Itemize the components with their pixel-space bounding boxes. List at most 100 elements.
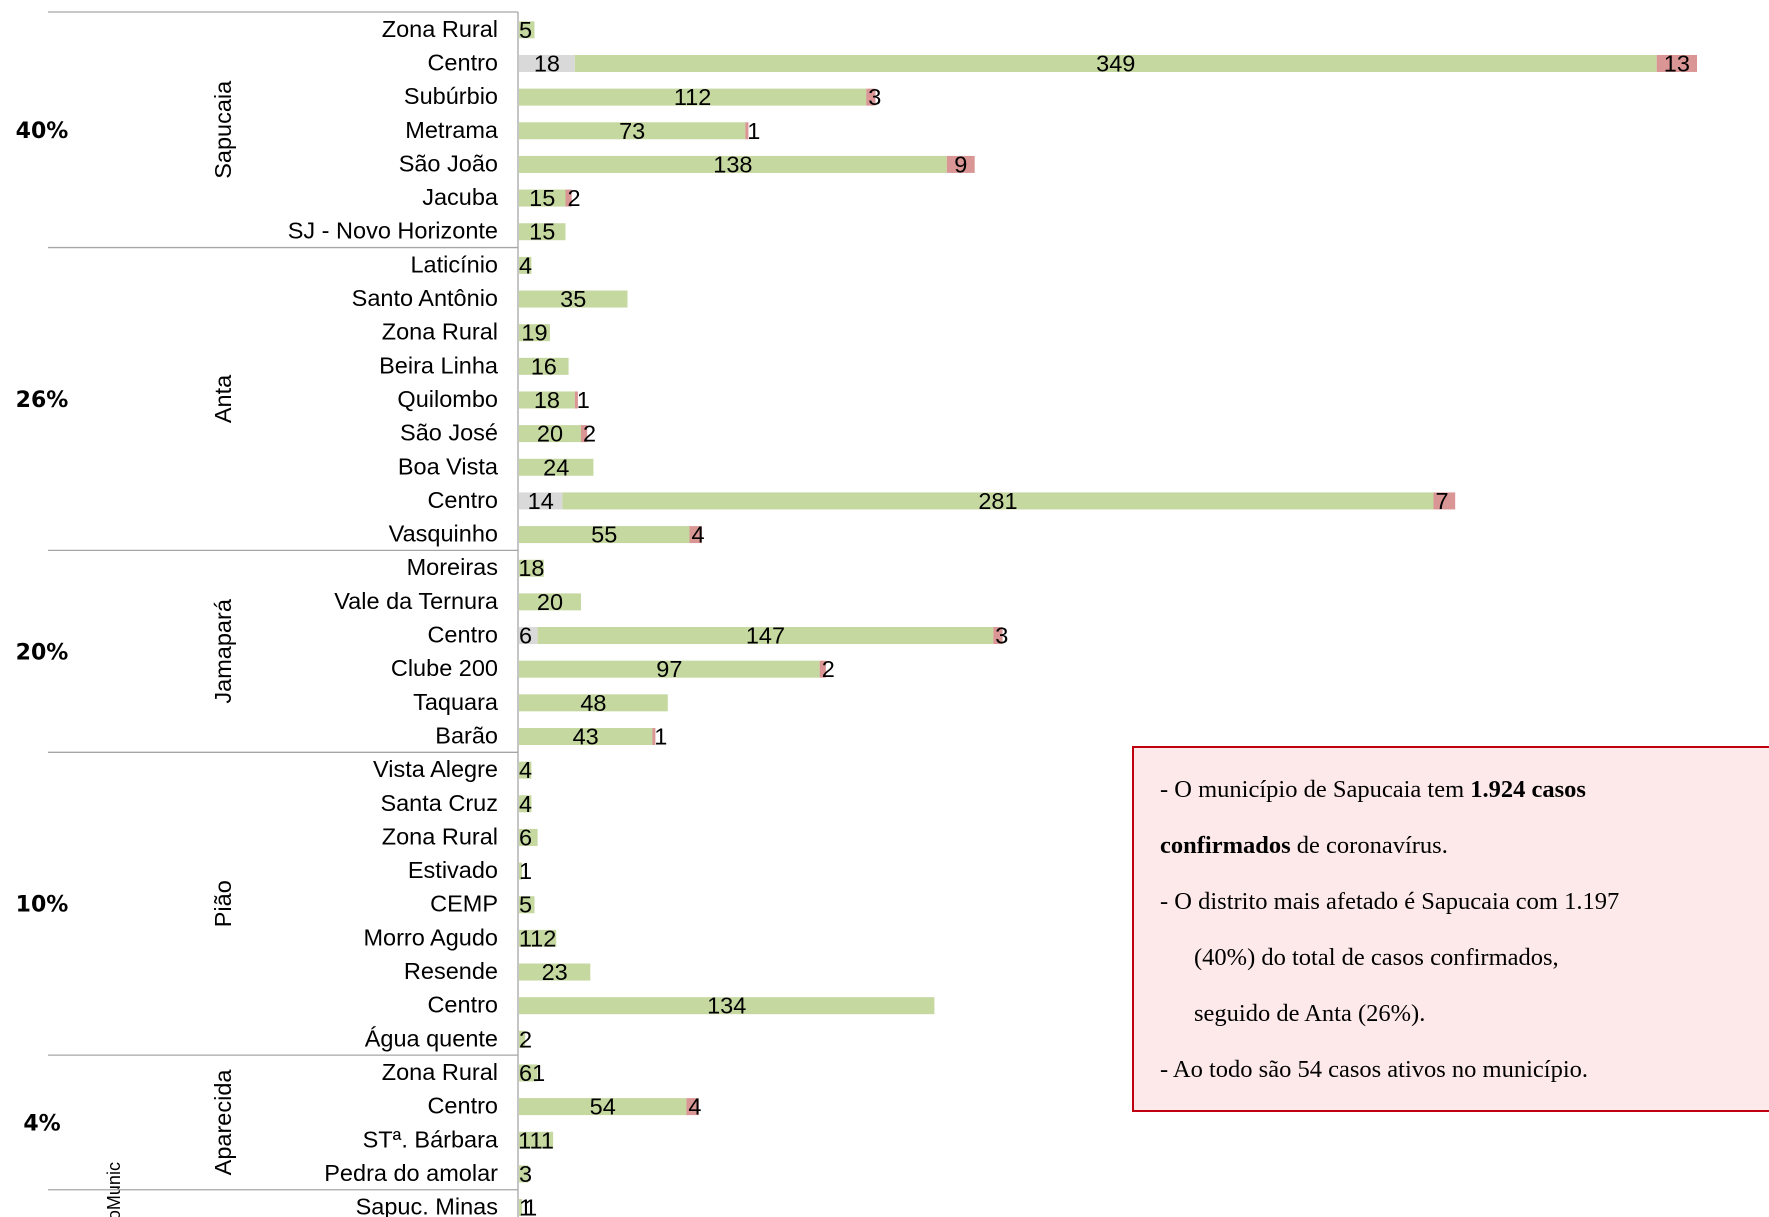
district-label: Aparecida — [210, 1069, 236, 1176]
data-label: 2 — [822, 656, 835, 682]
data-label: 111 — [518, 1127, 554, 1153]
category-label: São João — [399, 150, 498, 176]
bar-segment-green — [519, 357, 569, 375]
category-label: Centro — [427, 49, 498, 75]
category-label: Zona Rural — [382, 319, 498, 345]
bar-segment-green — [519, 21, 535, 39]
bar-segment-green — [519, 88, 867, 106]
district-label: Jamapará — [210, 598, 236, 703]
data-label: 6 — [519, 824, 532, 850]
bar-segment-red — [1656, 54, 1697, 72]
bar-segment-green — [519, 155, 947, 173]
category-label: Resende — [404, 958, 498, 984]
data-label: 97 — [656, 656, 682, 682]
bar-segment-red — [686, 1098, 699, 1116]
data-label: 112 — [674, 84, 711, 110]
data-label: 2 — [568, 185, 581, 211]
category-label: Vale da Ternura — [334, 588, 499, 614]
category-label: Santa Cruz — [380, 790, 498, 816]
callout-line-1: - O município de Sapucaia tem 1.924 caso… — [1134, 762, 1769, 818]
bar-segment-green — [519, 526, 690, 544]
data-label: 9 — [954, 151, 967, 177]
data-label: 1 — [577, 387, 590, 413]
category-label: Metrama — [405, 117, 499, 143]
category-label: Quilombo — [397, 386, 498, 412]
data-label: 16 — [531, 353, 557, 379]
callout-line-4: (40%) do total de casos confirmados, — [1194, 944, 1559, 971]
data-label: 349 — [1096, 50, 1135, 76]
category-label: Centro — [427, 1093, 498, 1119]
district-percent: 40% — [16, 119, 69, 144]
category-label: São José — [400, 420, 498, 446]
callout-total-cases: 1.924 casos — [1470, 776, 1586, 803]
data-label: 54 — [590, 1094, 616, 1120]
category-label: Centro — [427, 992, 498, 1018]
data-label: 6 — [519, 623, 532, 649]
category-label: Laticínio — [410, 251, 498, 277]
data-label: 19 — [521, 320, 547, 346]
data-label: 2 — [583, 421, 596, 447]
district-label: Sapucaia — [210, 80, 236, 179]
bar-segment-green — [519, 795, 532, 813]
bar-segment-red — [689, 526, 702, 544]
bar-segment-green — [562, 492, 1434, 510]
category-label: Barão — [435, 722, 498, 748]
bar-segment-green — [519, 896, 535, 914]
data-label: 134 — [707, 993, 746, 1019]
bar-segment-red — [819, 660, 826, 678]
bar-segment-green — [519, 425, 581, 443]
data-label: 281 — [978, 488, 1017, 514]
data-label: 73 — [619, 118, 645, 144]
bar-segment-green — [519, 1064, 538, 1082]
bar-segment-green — [519, 929, 557, 947]
bar-segment-green — [519, 1131, 554, 1149]
district-percent: 4% — [23, 1111, 60, 1136]
bar-segment-green — [519, 727, 653, 745]
data-label: 138 — [713, 151, 752, 177]
bar-segment-grey — [519, 627, 538, 645]
category-label: Sapuc. Minas — [356, 1194, 498, 1217]
bar-segment-red — [581, 425, 588, 443]
bar-segment-red — [993, 627, 1003, 645]
bar-segment-green — [537, 627, 994, 645]
bar-segment-red — [946, 155, 975, 173]
data-label: 112 — [519, 925, 556, 951]
category-label: Morro Agudo — [363, 924, 498, 950]
summary-callout: - O município de Sapucaia tem 1.924 caso… — [1132, 746, 1769, 1112]
bar-segment-red — [574, 391, 578, 409]
category-label: Jacuba — [422, 184, 499, 210]
callout-line-2-text: de coronavírus. — [1290, 832, 1448, 859]
data-label: 15 — [529, 219, 555, 245]
data-label: 3 — [519, 1161, 532, 1187]
bar-segment-red — [745, 122, 749, 140]
bar-segment-green — [519, 458, 594, 476]
bar-segment-green — [519, 828, 538, 846]
data-label: 24 — [543, 454, 569, 480]
district-percent: 10% — [16, 893, 69, 918]
data-label: 2 — [519, 1026, 532, 1052]
category-label: Clube 200 — [391, 655, 498, 681]
data-label: 1 — [519, 1195, 532, 1217]
bar-segment-red — [866, 88, 876, 106]
data-label: 61 — [519, 1060, 545, 1086]
category-label: Moreiras — [407, 554, 498, 580]
data-label: 43 — [573, 723, 599, 749]
callout-line-5: seguido de Anta (26%). — [1194, 1000, 1426, 1027]
bar-segment-green — [519, 290, 628, 308]
bar-segment-green — [519, 1030, 526, 1048]
data-label: 147 — [746, 623, 785, 649]
data-label: 20 — [537, 421, 563, 447]
bar-segment-green — [519, 223, 566, 241]
bar-segment-grey — [519, 492, 563, 510]
category-label: STª. Bárbara — [363, 1126, 499, 1152]
bar-segment-red — [1433, 492, 1456, 510]
category-label: Pedra do amolar — [324, 1160, 498, 1186]
data-label: 5 — [519, 892, 532, 918]
category-label: Beira Linha — [379, 352, 499, 378]
bar-segment-green — [519, 963, 591, 981]
data-label: 1 — [747, 118, 760, 144]
category-label: Zona Rural — [382, 16, 498, 42]
data-label: 55 — [591, 522, 617, 548]
callout-line-6: - Ao todo são 54 casos ativos no municíp… — [1160, 1056, 1589, 1083]
